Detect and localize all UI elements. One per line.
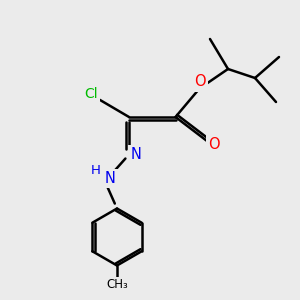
Text: CH₃: CH₃ — [106, 278, 128, 292]
Text: N: N — [105, 171, 116, 186]
Text: Cl: Cl — [85, 88, 98, 101]
Text: O: O — [208, 137, 219, 152]
Text: H: H — [91, 164, 100, 177]
Text: N: N — [130, 147, 141, 162]
Text: O: O — [194, 74, 206, 89]
